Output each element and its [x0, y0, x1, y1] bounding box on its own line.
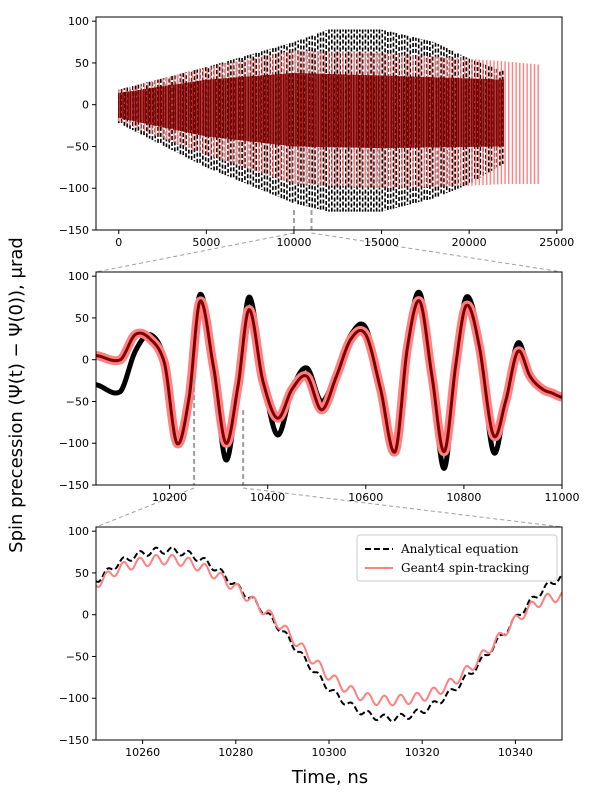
zoom-connector-line [311, 232, 563, 273]
x-tick-label: 0 [115, 236, 122, 249]
zoom-1-plot-area [96, 289, 562, 471]
x-tick-label: 25000 [539, 236, 574, 249]
x-tick-label: 10280 [218, 746, 253, 759]
y-tick-label: 0 [82, 609, 89, 622]
x-tick-label: 10300 [312, 746, 347, 759]
y-tick-label: 100 [68, 15, 89, 28]
x-tick-label: 10340 [498, 746, 533, 759]
x-tick-label: 15000 [364, 236, 399, 249]
full-run-plot-area [117, 29, 539, 212]
data-layer [96, 29, 562, 723]
legend-analytical-label: Analytical equation [400, 542, 519, 556]
x-axis-title: Time, ns [291, 767, 368, 788]
x-tick-label: 11000 [545, 491, 580, 504]
y-tick-label: 50 [75, 57, 89, 70]
x-tick-label: 10600 [348, 491, 383, 504]
analytical-series-line [96, 546, 562, 723]
y-axis-title: Spin precession (Ψ(t) − Ψ(0)), μrad [6, 237, 27, 553]
x-tick-label: 10320 [405, 746, 440, 759]
zoom-1-axes-frame [95, 271, 563, 486]
x-tick-label: 10000 [276, 236, 311, 249]
x-tick-label: 10400 [250, 491, 285, 504]
labels-layer: 0 5000 10000 15000 20000 25000−150−100−500501… [59, 15, 580, 759]
x-tick-label: 20000 [452, 236, 487, 249]
y-tick-label: 100 [68, 270, 89, 283]
zoom-connector-line [243, 487, 563, 528]
y-tick-label: −100 [59, 182, 89, 195]
axes-frames [92, 16, 563, 744]
y-tick-label: −150 [59, 479, 89, 492]
y-tick-label: −50 [66, 395, 89, 408]
zoom-2-plot-area [96, 546, 562, 723]
full-run-axes-frame [95, 16, 563, 231]
y-tick-label: 0 [82, 354, 89, 367]
legend-box [356, 534, 558, 582]
y-tick-label: −150 [59, 224, 89, 237]
y-tick-label: 0 [82, 99, 89, 112]
y-tick-label: −150 [59, 734, 89, 747]
y-tick-label: −50 [66, 140, 89, 153]
x-tick-label: 10200 [152, 491, 187, 504]
y-tick-label: 50 [75, 567, 89, 580]
x-tick-label: 5000 [192, 236, 220, 249]
geant4-dark-series-line [96, 299, 562, 454]
zoom-connector-line [95, 487, 195, 528]
y-tick-label: 100 [68, 525, 89, 538]
y-tick-label: −50 [66, 650, 89, 663]
y-tick-label: −100 [59, 692, 89, 705]
x-tick-label: 10260 [125, 746, 160, 759]
y-tick-label: 50 [75, 312, 89, 325]
zoom-connector-line [95, 232, 295, 273]
geant4-dark-series-line [118, 73, 504, 149]
x-tick-label: 10800 [446, 491, 481, 504]
y-tick-label: −100 [59, 437, 89, 450]
geant4-light-series-line [96, 553, 562, 707]
legend-geant4-label: Geant4 spin-tracking [401, 561, 530, 575]
